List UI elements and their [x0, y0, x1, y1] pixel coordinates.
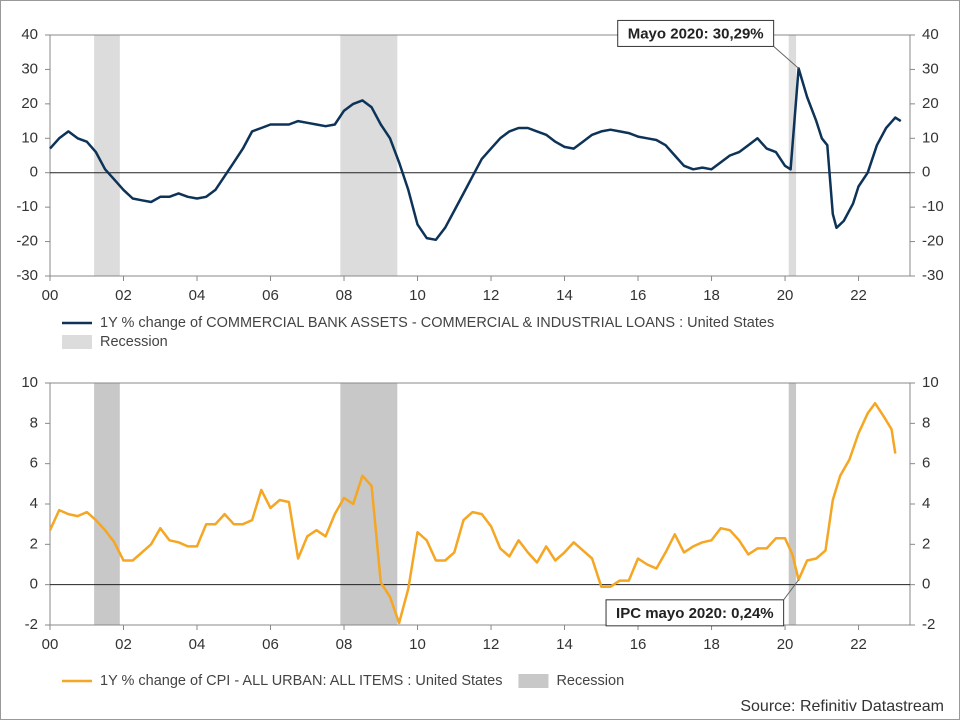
- y-tick-label: 30: [21, 60, 38, 77]
- legend-label: 1Y % change of COMMERCIAL BANK ASSETS - …: [100, 315, 774, 331]
- x-tick-label: 20: [777, 636, 794, 653]
- annotation-box: [617, 19, 775, 47]
- y-tick-label: 10: [21, 129, 38, 146]
- x-tick-label: 00: [42, 636, 59, 653]
- legend-swatch: [62, 335, 92, 349]
- y2-tick-label: 30: [922, 60, 939, 77]
- x-tick-label: 18: [703, 636, 720, 653]
- y2-tick-label: 4: [922, 495, 930, 512]
- annotation: IPC mayo 2020: 0,24%: [605, 579, 800, 627]
- x-tick-label: 20: [777, 287, 794, 304]
- x-tick-label: 16: [630, 287, 647, 304]
- y-tick-label: 6: [30, 455, 38, 472]
- y2-tick-label: 10: [922, 374, 939, 391]
- annotation-box: [605, 599, 785, 627]
- x-tick-label: 06: [262, 287, 279, 304]
- x-tick-label: 14: [556, 636, 573, 653]
- y2-tick-label: 2: [922, 535, 930, 552]
- x-tick-label: 16: [630, 636, 647, 653]
- y2-tick-label: 0: [922, 164, 930, 181]
- x-tick-label: 14: [556, 287, 573, 304]
- y2-tick-label: 10: [922, 129, 939, 146]
- recession-band: [340, 35, 398, 276]
- y2-tick-label: -10: [922, 198, 944, 215]
- recession-band: [94, 383, 120, 625]
- y2-tick-label: 40: [922, 26, 939, 43]
- source: Source: Refinitiv Datastream: [740, 698, 944, 715]
- x-tick-label: 22: [850, 287, 867, 304]
- y2-tick-label: -2: [922, 616, 935, 633]
- x-tick-label: 08: [336, 287, 353, 304]
- x-tick-label: 08: [336, 636, 353, 653]
- legend-label: 1Y % change of CPI - ALL URBAN: ALL ITEM…: [100, 673, 502, 689]
- y-tick-label: -30: [16, 267, 38, 284]
- x-tick-label: 12: [483, 287, 500, 304]
- x-tick-label: 10: [409, 287, 426, 304]
- y-tick-label: 0: [30, 576, 38, 593]
- annotation-text: Mayo 2020: 30,29%: [628, 25, 764, 42]
- y-tick-label: 10: [21, 374, 38, 391]
- y2-tick-label: -30: [922, 267, 944, 284]
- legend-swatch: [518, 674, 549, 688]
- y-tick-label: 0: [30, 164, 38, 181]
- y-tick-label: 2: [30, 535, 38, 552]
- y2-tick-label: -20: [922, 233, 944, 250]
- x-tick-label: 22: [850, 636, 867, 653]
- y2-tick-label: 20: [922, 95, 939, 112]
- y-tick-label: 20: [21, 95, 38, 112]
- legend-label: Recession: [100, 334, 168, 350]
- y2-tick-label: 8: [922, 414, 930, 431]
- x-tick-label: 06: [262, 636, 279, 653]
- series-line: [48, 401, 897, 625]
- x-tick-label: 10: [409, 636, 426, 653]
- y-tick-label: -2: [25, 616, 38, 633]
- annotation-leader: [783, 579, 800, 601]
- x-tick-label: 02: [115, 287, 132, 304]
- recession-band: [340, 383, 398, 625]
- plot-frame: [49, 34, 911, 277]
- annotation: Mayo 2020: 30,29%: [617, 19, 799, 69]
- legend-label: Recession: [556, 673, 624, 689]
- x-tick-label: 04: [189, 287, 206, 304]
- recession-band: [788, 383, 797, 625]
- x-tick-label: 18: [703, 287, 720, 304]
- x-tick-label: 02: [115, 636, 132, 653]
- y2-tick-label: 6: [922, 455, 930, 472]
- x-tick-label: 00: [42, 287, 59, 304]
- y-tick-label: -10: [16, 198, 38, 215]
- y-tick-label: 8: [30, 414, 38, 431]
- x-tick-label: 04: [189, 636, 206, 653]
- y-tick-label: 4: [30, 495, 38, 512]
- annotation-leader: [773, 46, 799, 69]
- y-tick-label: -20: [16, 233, 38, 250]
- y-tick-label: 40: [21, 26, 38, 43]
- annotation-text: IPC mayo 2020: 0,24%: [616, 605, 774, 622]
- y2-tick-label: 0: [922, 576, 930, 593]
- x-tick-label: 12: [483, 636, 500, 653]
- series-line: [49, 67, 902, 242]
